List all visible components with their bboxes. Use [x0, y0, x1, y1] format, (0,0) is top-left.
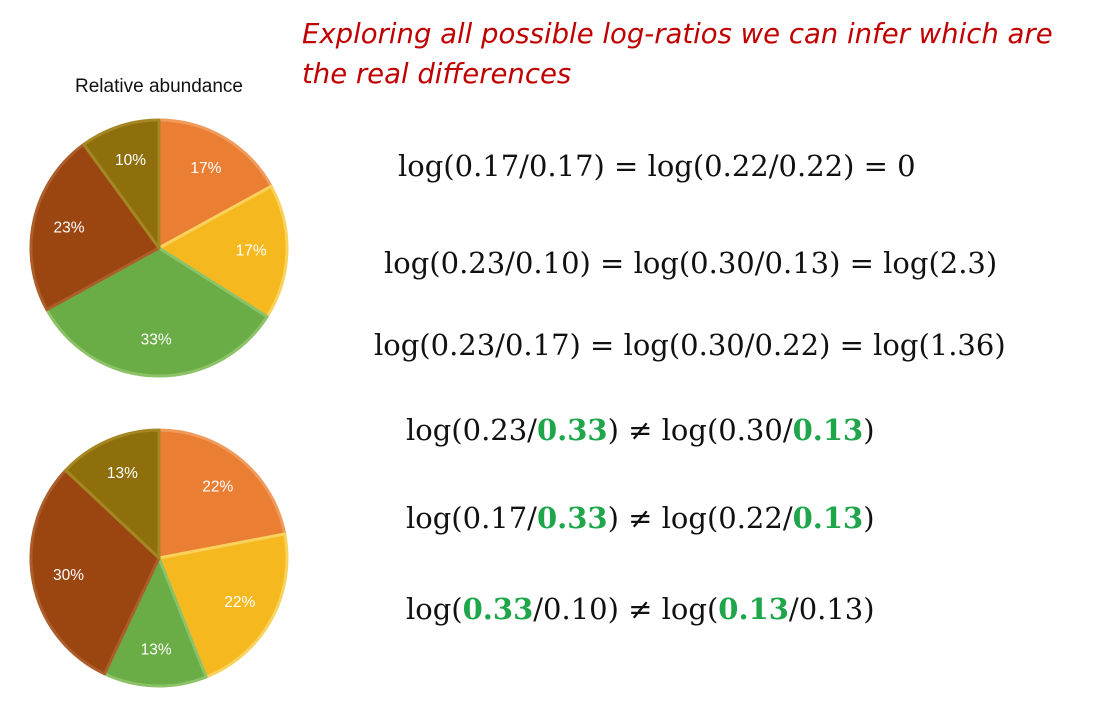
pie-2-slice-1	[157, 428, 287, 560]
equation-text: log(0.23/0.17) = log(0.30/0.22) = log(1.…	[374, 328, 1006, 362]
pie-1-label-3: 33%	[141, 332, 172, 349]
pie-2-label-3: 13%	[141, 642, 172, 659]
pie-1-slice-5	[82, 118, 161, 250]
equation-4: log(0.23/0.33) ≠ log(0.30/0.13)	[406, 410, 875, 450]
equation-text: log(	[406, 592, 463, 626]
equation-1: log(0.17/0.17) = log(0.22/0.22) = 0	[398, 146, 916, 186]
equation-text: log(0.23/0.10) = log(0.30/0.13) = log(2.…	[384, 246, 998, 280]
highlighted-value: 0.13	[792, 413, 864, 447]
pie-chart-top: 17% 17% 33% 23% 10%	[29, 118, 289, 378]
pie-2-slice-3	[103, 556, 208, 688]
pie-2-label-4: 30%	[53, 567, 84, 584]
equation-text: )	[863, 501, 875, 535]
pie-1-slice-2	[157, 184, 289, 319]
equation-text: )	[863, 413, 875, 447]
equation-text: log(0.23/	[406, 413, 537, 447]
highlighted-value: 0.33	[462, 592, 534, 626]
slide-heading: Exploring all possible log-ratios we can…	[302, 18, 1053, 90]
pie-2-slice-5	[64, 428, 161, 560]
equation-text: /0.10) ≠ log(	[533, 592, 719, 626]
equation-text: /0.13)	[788, 592, 875, 626]
pie-2-label-1: 22%	[202, 478, 233, 495]
equation-text: log(0.17/0.17) = log(0.22/0.22) = 0	[398, 149, 916, 183]
highlighted-value: 0.13	[718, 592, 789, 626]
pie-1-slice-1	[157, 118, 273, 250]
chart-title: Relative abundance	[75, 76, 243, 97]
pie-1-slice-4	[29, 142, 161, 312]
equation-text: log(0.17/	[406, 501, 537, 535]
equation-3: log(0.23/0.17) = log(0.30/0.22) = log(1.…	[374, 325, 1006, 365]
pie-1-label-5: 10%	[115, 152, 146, 169]
highlighted-value: 0.13	[792, 501, 864, 535]
highlighted-value: 0.33	[536, 413, 608, 447]
equation-text: ) ≠ log(0.30/	[607, 413, 793, 447]
equation-5: log(0.17/0.33) ≠ log(0.22/0.13)	[406, 498, 875, 538]
pie-2-slice-2	[157, 532, 289, 679]
equation-2: log(0.23/0.10) = log(0.30/0.13) = log(2.…	[384, 243, 997, 283]
highlighted-value: 0.33	[536, 501, 608, 535]
pie-chart-bottom: 22% 22% 13% 30% 13%	[29, 428, 289, 688]
pie-1-label-4: 23%	[54, 219, 85, 236]
pie-1-label-2: 17%	[236, 242, 267, 259]
equation-text: ) ≠ log(0.22/	[607, 501, 793, 535]
pie-1-label-1: 17%	[190, 160, 221, 177]
equation-6: log(0.33/0.10) ≠ log(0.13/0.13)	[406, 589, 875, 629]
pie-2-label-2: 22%	[224, 594, 255, 611]
pie-2-slice-4	[29, 468, 161, 676]
pie-2-label-5: 13%	[107, 465, 138, 482]
